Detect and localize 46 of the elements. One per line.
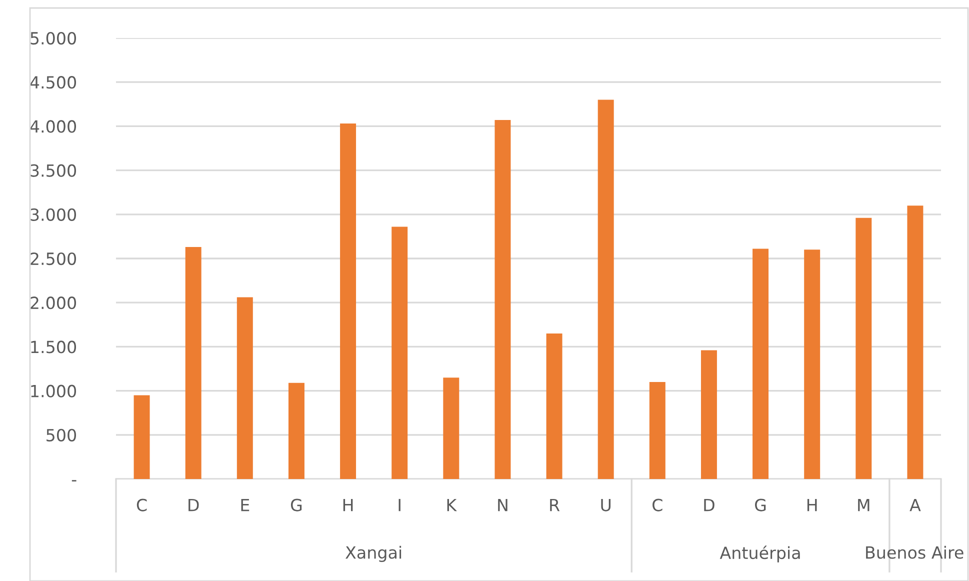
bar xyxy=(856,218,872,479)
y-tick-label: 3.000 xyxy=(30,208,76,221)
y-tick-label: 1.000 xyxy=(31,384,76,398)
x-tick-label: M xyxy=(858,498,870,512)
bar xyxy=(236,297,253,479)
x-tick-label: U xyxy=(601,498,610,512)
bar xyxy=(700,350,717,479)
x-tick-label: K xyxy=(447,498,457,512)
y-tick-label: 3.500 xyxy=(30,164,76,177)
x-tick-label: H xyxy=(807,498,817,512)
bar xyxy=(340,124,356,479)
x-tick-label: H xyxy=(343,498,353,512)
x-tick-label: G xyxy=(755,498,766,512)
x-tick-label: E xyxy=(241,498,250,512)
bar xyxy=(598,100,614,479)
bar xyxy=(443,378,460,479)
bar xyxy=(649,382,666,479)
x-tick-label: D xyxy=(704,498,714,512)
y-tick-label: 4.000 xyxy=(30,120,76,133)
x-tick-label: R xyxy=(550,498,560,512)
x-tick-label: C xyxy=(652,498,662,512)
text: Buenos Aire xyxy=(866,546,964,559)
x-tick-label: D xyxy=(188,498,199,512)
x-tick-label: G xyxy=(290,498,302,512)
text: Antuérpia xyxy=(720,546,800,562)
bar xyxy=(392,226,408,479)
x-tick-label: N xyxy=(498,498,508,512)
x-tick-label: I xyxy=(398,498,400,512)
y-tick-label: 1.500 xyxy=(31,340,76,354)
y-tick-label: 2.000 xyxy=(30,296,76,310)
text: Xangai xyxy=(346,546,402,562)
y-tick-label: 5.000 xyxy=(30,32,76,45)
y-tick-label: 500 xyxy=(46,428,76,442)
bar xyxy=(804,250,820,479)
bar xyxy=(134,395,150,479)
bar xyxy=(546,333,562,479)
y-tick-label: 2.500 xyxy=(30,252,76,266)
y-tick-label: 4.500 xyxy=(30,76,76,89)
x-tick-label: A xyxy=(910,498,921,512)
bar xyxy=(752,248,769,479)
bar xyxy=(185,247,202,479)
bar xyxy=(494,120,511,479)
y-tick-label: - xyxy=(72,480,76,482)
x-tick-label: C xyxy=(136,498,147,512)
bar xyxy=(288,382,304,479)
bar xyxy=(907,206,924,479)
